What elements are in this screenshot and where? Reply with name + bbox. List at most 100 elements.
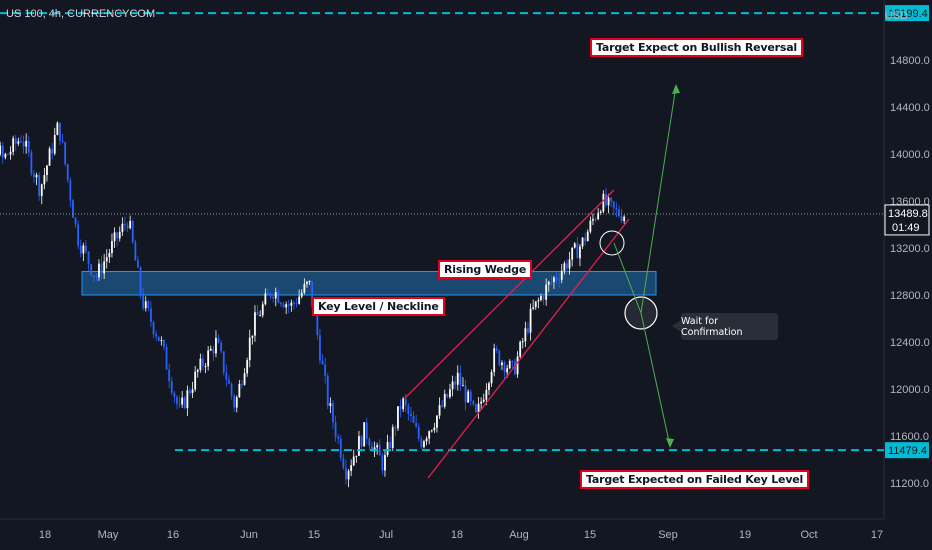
candle-body [100,263,103,274]
candle-body [287,304,290,306]
candle-body [506,368,509,373]
candle-body [103,261,106,274]
candle-body [472,400,475,405]
candle-body [394,427,397,429]
candle-body [493,348,496,373]
candle-body [9,151,12,155]
bullish-target-label: Target Expect on Bullish Reversal [590,38,803,57]
candle-body [274,292,277,299]
candle-body [469,391,472,401]
candle-body [147,301,150,309]
candle-body [155,334,158,337]
candle-body [111,241,113,254]
time-tick-label: Sep [658,529,678,541]
candle-body [243,373,246,385]
bearish-target-label: Target Expected on Failed Key Level [580,470,810,489]
price-tick-label: 14000.0 [890,149,930,161]
candle-body [404,398,407,406]
candle-body [116,232,119,239]
candle-body [230,383,233,396]
candle-body [215,337,217,354]
candle-body [51,148,54,154]
candle-body [202,358,204,367]
candle-body [261,304,264,316]
candle-body [412,415,415,423]
candle-body [610,197,613,202]
candle-body [27,140,30,153]
candle-body [615,208,618,210]
candle-body [306,281,308,285]
candle-body [105,257,108,262]
time-tick-label: Jun [240,529,258,541]
candle-body [316,314,319,336]
candle-body [61,140,64,143]
candle-body [584,237,587,242]
time-tick-label: Jul [379,529,393,541]
candle-body [553,277,555,282]
candle-body [43,175,46,185]
candle-body [371,445,373,452]
candle-body [168,369,171,382]
candle-body [358,436,360,456]
candle-body [173,392,176,397]
candle-body [573,243,576,248]
candles-group [0,121,626,488]
current-price-badge [884,204,930,236]
candle-body [389,442,392,448]
candle-body [290,302,293,306]
candle-body [165,346,168,370]
candle-body [428,431,431,439]
candle-body [277,292,280,303]
candle-body [176,396,178,404]
current-circle-marker [599,230,625,256]
candle-body [540,295,542,301]
candle-body [532,307,535,309]
time-tick-label: 15 [308,529,320,541]
candle-body [300,292,303,297]
candle-body [537,300,540,302]
candle-body [25,140,28,147]
candle-body [602,193,605,212]
bearish-arrow-head [666,438,674,448]
time-tick-label: May [98,529,119,541]
candle-body [181,397,184,405]
candle-body [620,216,623,222]
candle-body [326,375,329,407]
candle-body [129,220,132,229]
candle-body [46,165,48,176]
candle-body [251,335,254,338]
candle-body [363,422,366,447]
candle-body [391,427,394,448]
candle-body [72,200,74,218]
candle-body [64,142,67,165]
candle-body [66,164,69,180]
candle-body [77,224,80,246]
candle-body [599,211,602,213]
candle-body [196,369,199,372]
candle-body [342,457,345,468]
candle-body [368,438,371,446]
candle-body [365,422,368,439]
candle-body [272,296,275,299]
candle-body [462,385,464,387]
candle-body [446,394,449,398]
candle-body [303,284,306,293]
candle-body [137,260,139,268]
candle-body [170,381,173,393]
candle-body [191,389,194,393]
candle-body [558,279,561,281]
candle-body [352,456,355,466]
candle-body [498,350,501,366]
candle-body [56,122,59,135]
candle-body [22,141,25,147]
candle-body [209,348,212,351]
time-tick-label: 19 [739,529,751,541]
candle-body [579,246,581,259]
candle-body [524,328,527,342]
candle-body [456,372,459,385]
wedge-lower-line [427,218,630,479]
candle-body [186,390,189,409]
candle-body [490,372,493,384]
time-tick-label: 18 [451,529,463,541]
